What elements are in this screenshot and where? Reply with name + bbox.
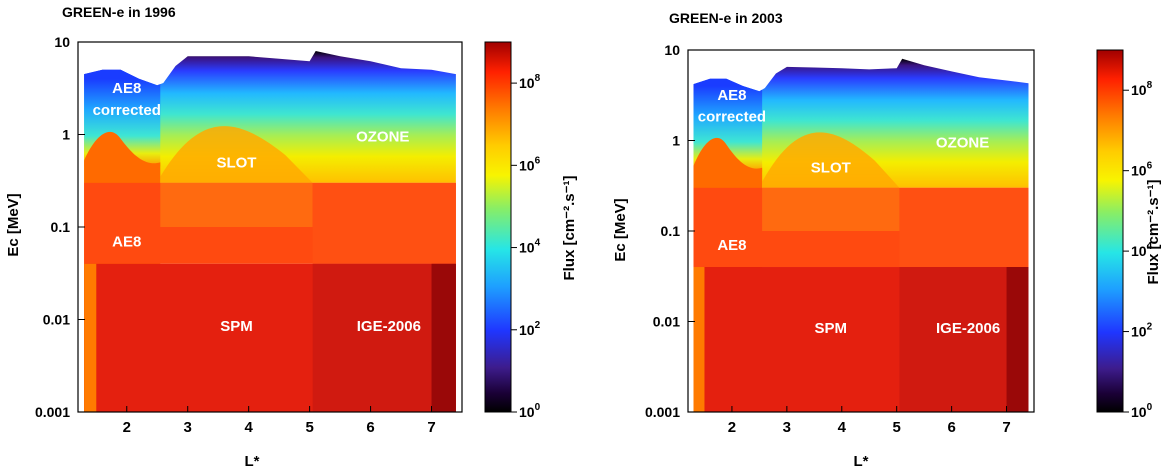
x-tick-label: 4	[244, 419, 253, 436]
axes: 2 3 4 5 6 7 0.001 0.01 0.1 1 10	[35, 34, 463, 436]
region-label: AE8	[112, 233, 141, 250]
colorbar	[1096, 49, 1124, 413]
x-tick-label: 5	[305, 419, 313, 436]
colorbar-ticks: 100 102 104 106 108	[511, 73, 541, 420]
region-label: IGE-2006	[357, 318, 421, 335]
colorbar-tick-label: 100	[1131, 402, 1153, 420]
heatmap-plot-area	[693, 58, 1029, 412]
x-axis-label: L*	[245, 453, 260, 468]
panel-2003: GREEN-e in 2003 AE8correctedSLOTOZONEAE8…	[612, 10, 1162, 470]
x-tick-label: 3	[184, 419, 192, 436]
region-labels: AE8 corrected SLOT OZONE AE8 SPM IGE-2006	[698, 87, 1000, 337]
panel-1996: GREEN-e in 1996 AE8correctedSLOTOZONEAE8…	[5, 4, 578, 470]
y-tick-label: 1	[672, 133, 680, 149]
region-label: AE8	[112, 80, 141, 97]
region-label: AE8	[717, 87, 746, 104]
region-label: AE8	[717, 237, 746, 254]
x-tick-label: 6	[947, 419, 955, 436]
colorbar-label: Flux [cm⁻².s⁻¹]	[561, 175, 578, 280]
region-label: SPM	[815, 320, 848, 337]
colorbar-tick-label: 106	[519, 155, 541, 173]
colorbar-tick-label: 100	[519, 402, 541, 420]
colorbar-tick-label: 108	[1131, 80, 1153, 98]
y-tick-label: 0.01	[653, 314, 680, 330]
x-tick-label: 7	[1002, 419, 1010, 436]
region-label: OZONE	[936, 135, 989, 152]
region-labels: AE8 corrected SLOT OZONE AE8 SPM IGE-2006	[93, 80, 421, 335]
x-tick-label: 3	[783, 419, 791, 436]
y-tick-label: 0.1	[661, 223, 681, 239]
region-label: SLOT	[216, 154, 256, 171]
y-axis-label: Ec [MeV]	[5, 193, 22, 256]
y-tick-label: 0.1	[51, 219, 71, 235]
y-tick-label: 0.01	[43, 312, 70, 328]
y-tick-label: 0.001	[35, 404, 70, 420]
chart-title: GREEN-e in 1996	[62, 4, 176, 20]
x-tick-label: 7	[427, 419, 435, 436]
y-tick-label: 1	[62, 127, 70, 143]
y-tick-label: 10	[54, 34, 70, 50]
colorbar-label: Flux [cm⁻².s⁻¹]	[1145, 179, 1162, 284]
x-axis-label: L*	[854, 453, 869, 468]
y-tick-label: 10	[664, 42, 680, 58]
x-tick-label: 2	[123, 419, 131, 436]
region-label: SLOT	[811, 160, 851, 177]
y-tick-label: 0.001	[645, 404, 680, 420]
chart-title: GREEN-e in 2003	[669, 10, 783, 26]
region-label: OZONE	[356, 129, 409, 146]
x-tick-label: 6	[366, 419, 374, 436]
colorbar-tick-label: 102	[1131, 322, 1153, 340]
colorbar-tick-label: 104	[519, 238, 541, 256]
x-tick-label: 2	[728, 419, 736, 436]
colorbar-tick-label: 108	[519, 73, 541, 91]
colorbar-tick-label: 102	[519, 320, 541, 338]
colorbar	[484, 41, 512, 413]
region-label: corrected	[698, 108, 766, 125]
region-label: IGE-2006	[936, 320, 1000, 337]
region-label: SPM	[220, 318, 253, 335]
axes: 2 3 4 5 6 7 0.001 0.01 0.1 1 10	[645, 42, 1035, 436]
colorbar-tick-label: 106	[1131, 161, 1153, 179]
x-tick-label: 5	[893, 419, 901, 436]
y-axis-label: Ec [MeV]	[612, 198, 629, 261]
x-tick-label: 4	[838, 419, 847, 436]
region-label: corrected	[93, 102, 161, 119]
